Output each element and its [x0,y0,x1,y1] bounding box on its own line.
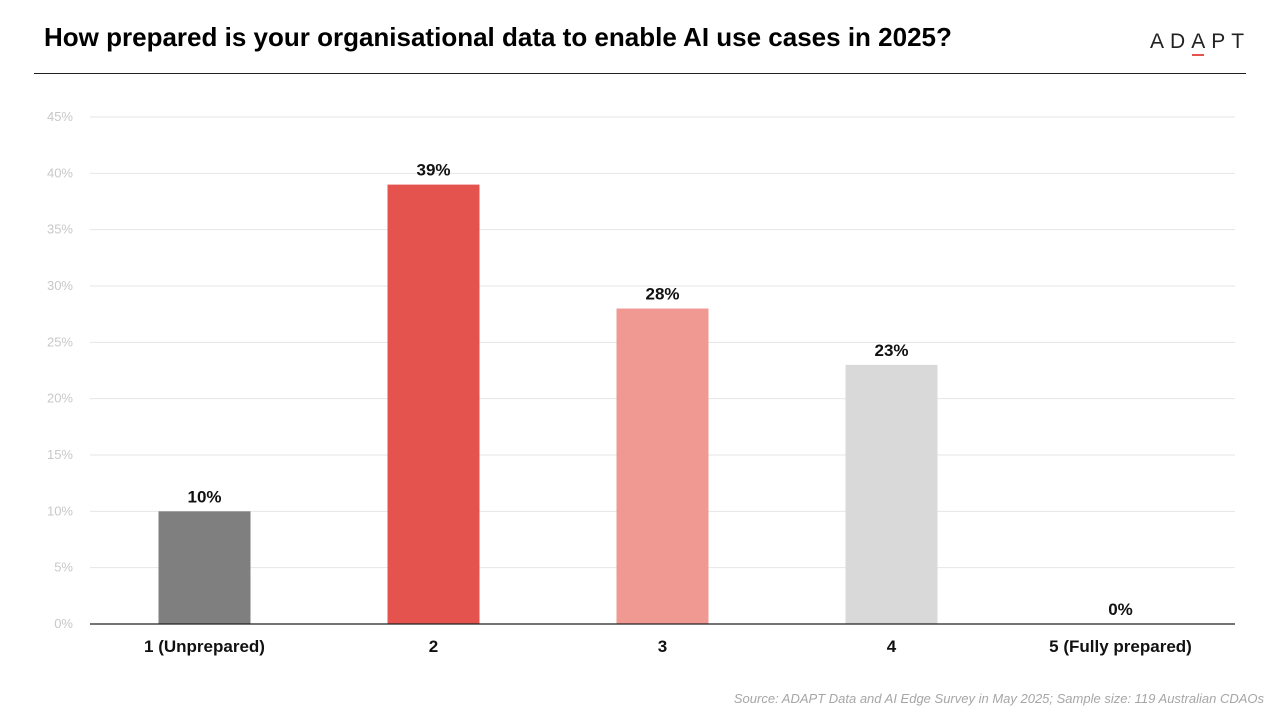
data-label: 28% [645,285,679,304]
data-label: 39% [416,161,450,180]
x-tick-label: 2 [429,637,438,656]
x-tick-label: 5 (Fully prepared) [1049,637,1192,656]
x-tick-label: 1 (Unprepared) [144,637,265,656]
y-tick-label: 35% [47,222,73,237]
y-tick-label: 20% [47,391,73,406]
data-label: 0% [1108,600,1133,619]
bar [158,511,251,624]
y-tick-label: 10% [47,503,73,518]
y-tick-label: 30% [47,278,73,293]
y-tick-label: 15% [47,447,73,462]
chart-title: How prepared is your organisational data… [44,22,952,52]
bar [845,364,938,624]
y-tick-label: 40% [47,165,73,180]
x-tick-label: 4 [887,637,897,656]
y-tick-label: 0% [54,616,73,631]
logo-accent-letter: A [1191,30,1212,56]
x-tick-label: 3 [658,637,667,656]
y-tick-label: 45% [47,109,73,124]
y-tick-label: 5% [54,560,73,575]
title-divider [34,73,1246,74]
bar [387,184,480,624]
data-label: 23% [874,341,908,360]
y-tick-label: 25% [47,334,73,349]
bar [616,308,709,624]
logo-text-after: PT [1211,30,1251,53]
logo-text-before: AD [1150,30,1192,53]
source-note: Source: ADAPT Data and AI Edge Survey in… [733,691,1264,706]
adapt-logo: ADAPT [1150,30,1251,56]
data-label: 10% [187,487,221,506]
